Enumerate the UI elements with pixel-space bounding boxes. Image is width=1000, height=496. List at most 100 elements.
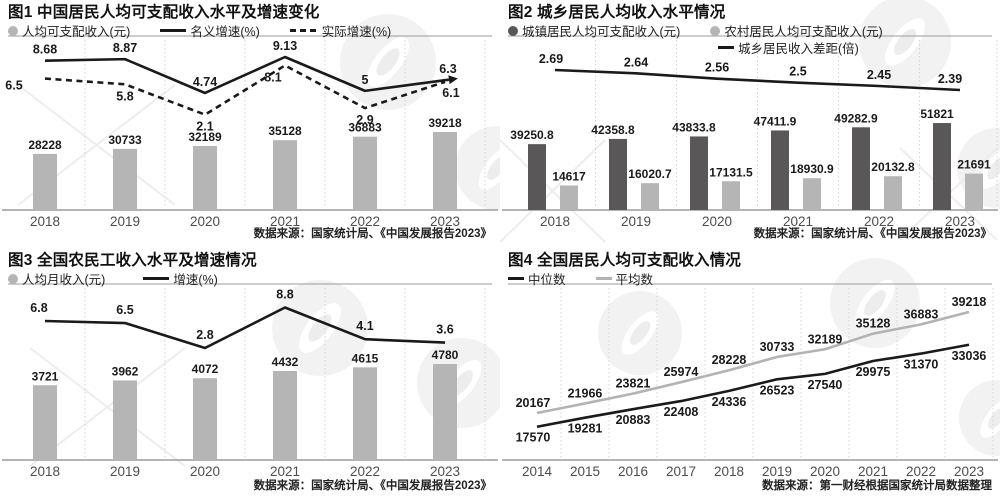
gray-dot-icon [8, 25, 18, 36]
bar [433, 132, 457, 210]
bar-value-label: 32189 [188, 130, 222, 144]
line-value-label: 6.1 [442, 86, 459, 100]
bar [884, 176, 902, 210]
figure3-source: 数据来源：国家统计局、《中国发展报告2023》 [253, 480, 492, 492]
x-axis-label: 2019 [110, 214, 140, 229]
solid-line-icon [143, 277, 170, 280]
figure4-panel: 20167 21966 23821 25974 28228 30733 32189 35128… [500, 248, 1000, 496]
figure3-panel: 3721 3962 4072 4432 4615 4780 6.8 6.5 2.8 8.8 4.1 3… [0, 248, 500, 496]
bar-value-label: 4780 [432, 348, 459, 362]
line-value-label: 19281 [568, 422, 603, 436]
legend-label: 城乡居民收入差距(倍) [738, 42, 859, 56]
bar-value-label: 35128 [268, 124, 302, 138]
line-value-label: 2.8 [196, 328, 213, 342]
bar-value-label: 16020.7 [628, 167, 672, 181]
line-value-label: 6.5 [5, 79, 22, 93]
x-axis-label: 2023 [430, 214, 460, 229]
x-axis-label: 2022 [350, 464, 380, 479]
line-value-label: 32189 [808, 332, 843, 346]
legend-item-rural-income: 农村居民人均可支配收入(元) [710, 21, 883, 40]
x-axis-label: 2020 [190, 214, 220, 229]
bar [771, 130, 789, 210]
line-value-label: 23821 [616, 377, 651, 391]
line-value-label: 2.45 [867, 68, 891, 82]
x-axis-label: 2014 [522, 464, 553, 479]
bar [113, 148, 137, 210]
yicai-logo-watermark [272, 280, 368, 376]
figure1-source: 数据来源：国家统计局、《中国发展报告2023》 [253, 228, 492, 240]
x-axis-label: 2021 [270, 464, 300, 479]
figure3-legend: 人均月收入(元) 增速(%) [8, 269, 218, 288]
line-value-label: 8.1 [264, 70, 281, 84]
bar [965, 173, 983, 210]
x-axis-label: 2021 [270, 214, 300, 229]
x-axis-label: 2023 [954, 464, 984, 479]
bar [690, 136, 708, 210]
figure3-chart: 3721 3962 4072 4432 4615 4780 6.8 6.5 2.8 8.8 4.1 3… [2, 280, 500, 479]
bar [852, 127, 870, 210]
bar-value-label: 4072 [192, 362, 219, 376]
x-axis-label: 2019 [621, 214, 651, 229]
line-value-label: 20167 [516, 396, 551, 410]
yicai-logo-watermark [417, 338, 500, 428]
line-value-label: 2.64 [624, 55, 648, 69]
bar [33, 385, 57, 460]
legend-item-growth: 增速(%) [143, 269, 218, 288]
line-value-label: 30733 [760, 340, 795, 354]
legend-item-monthly-income: 人均月收入(元) [8, 269, 105, 288]
legend-item-disposable-income: 人均可支配收入(元) [8, 21, 130, 40]
x-axis-label: 2023 [945, 214, 975, 229]
figure2-source: 数据来源：国家统计局、《中国发展报告2023》 [753, 228, 992, 240]
bar-value-label: 47411.9 [754, 114, 797, 128]
line-value-label: 24336 [712, 395, 747, 409]
legend-item-median: 中位数 [508, 269, 566, 288]
gray-dot-icon [8, 273, 18, 284]
black-line-icon [508, 277, 524, 280]
line-value-label: 17570 [516, 431, 551, 445]
line-value-label: 3.6 [436, 323, 453, 337]
figure4-legend: 中位数 平均数 [508, 269, 653, 288]
bar [273, 371, 297, 460]
bar-value-label: 39250.8 [510, 128, 554, 142]
figure4-source: 数据来源：第一财经根据国家统计局数据整理 [762, 480, 992, 492]
x-axis-label: 2019 [110, 464, 140, 479]
gray-dot-icon [710, 25, 721, 36]
line-value-label: 2.9 [356, 113, 373, 127]
line-value-label: 6.5 [116, 303, 133, 317]
bar-value-label: 18930.9 [790, 162, 834, 176]
bar-value-label: 4615 [352, 351, 379, 365]
bar-value-label: 4432 [272, 355, 299, 369]
bar-value-label: 36883 [348, 121, 382, 135]
figure1-legend: 人均可支配收入(元) 名义增速(%) 实际增速(%) [8, 21, 391, 40]
dashed-line-icon [289, 29, 318, 32]
bar [33, 153, 57, 210]
line-value-label: 21966 [568, 386, 603, 400]
line-value-label: 36883 [904, 307, 939, 321]
data-line [536, 310, 970, 415]
line-value-label: 8.87 [113, 41, 137, 55]
x-axis-label: 2020 [702, 214, 732, 229]
legend-label: 平均数 [615, 273, 654, 287]
figure1-panel: 28228 30733 32189 35128 36883 39218 6.5 5.8 2.1 8… [0, 0, 500, 248]
line-value-label: 2.69 [539, 52, 563, 66]
legend-item-nominal-growth: 名义增速(%) [160, 21, 260, 40]
line-value-label: 6.3 [439, 62, 456, 76]
bar [193, 378, 217, 460]
legend-item-income-gap: 城乡居民收入差距(倍) [718, 38, 859, 57]
x-axis-label: 2023 [430, 464, 460, 479]
bar [933, 123, 951, 210]
bar [353, 367, 377, 460]
line-value-label: 20883 [616, 413, 651, 427]
bar [803, 178, 821, 210]
x-axis-label: 2018 [540, 214, 570, 229]
legend-label: 名义增速(%) [190, 25, 260, 39]
line-value-label: 29975 [856, 365, 891, 379]
bar [193, 146, 217, 210]
bar [528, 144, 546, 210]
legend-label: 实际增速(%) [321, 25, 392, 39]
line-value-label: 31370 [904, 358, 939, 372]
x-axis-label: 2018 [714, 464, 744, 479]
legend-label: 城镇居民人均可支配收入(元) [522, 25, 681, 39]
bar-value-label: 49282.9 [834, 111, 878, 125]
